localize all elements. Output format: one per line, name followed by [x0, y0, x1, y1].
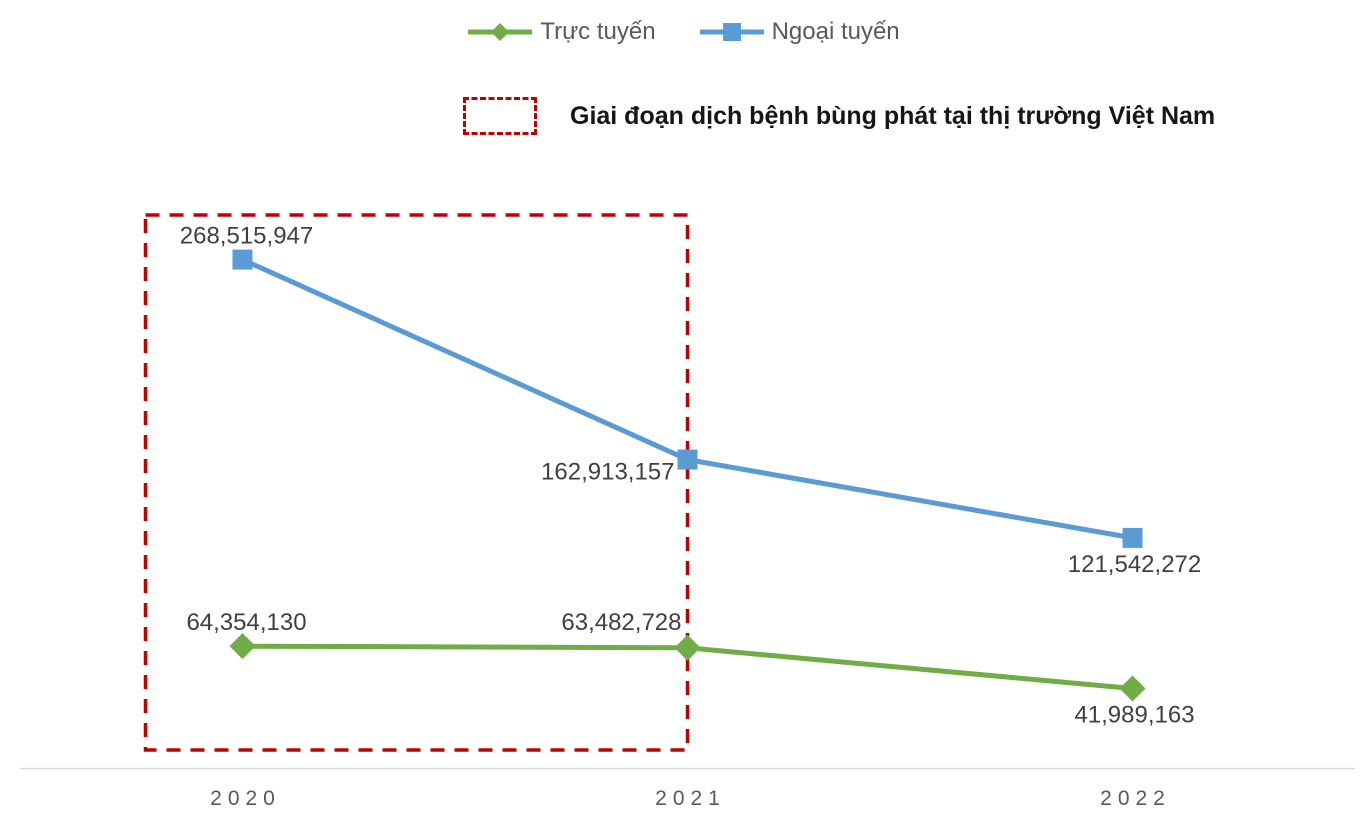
data-label: 64,354,130: [186, 609, 306, 636]
data-point-marker-diamond: [1119, 675, 1146, 702]
data-label: 121,542,272: [1068, 551, 1201, 578]
legend-item-truc-tuyen[interactable]: Trực tuyến: [468, 18, 656, 45]
chart-legend: Trực tuyến Ngoại tuyến: [0, 14, 1368, 50]
data-label: 63,482,728: [561, 609, 681, 636]
data-point-marker-diamond: [674, 634, 701, 661]
green-line-diamond-icon: [468, 23, 533, 41]
covid-period-annotation-box: [143, 213, 690, 752]
x-tick-label: 2021: [655, 787, 726, 810]
data-label: 268,515,947: [180, 223, 313, 250]
annotation-label: Giai đoạn dịch bệnh bùng phát tại thị tr…: [570, 102, 1216, 130]
dashed-rectangle-icon: [463, 97, 537, 135]
data-point-marker-diamond: [229, 633, 256, 660]
data-point-marker-square: [677, 449, 698, 470]
annotation-legend: Giai đoạn dịch bệnh bùng phát tại thị tr…: [463, 97, 1215, 135]
x-tick-label: 2020: [210, 787, 281, 810]
legend-label-truc-tuyen: Trực tuyến: [540, 18, 656, 45]
data-label: 162,913,157: [541, 459, 674, 486]
legend-label-ngoai-tuyen: Ngoại tuyến: [771, 18, 900, 45]
data-point-marker-square: [1122, 527, 1143, 548]
data-label: 41,989,163: [1074, 702, 1194, 729]
blue-line-square-icon: [699, 23, 764, 41]
legend-item-ngoai-tuyen[interactable]: Ngoại tuyến: [699, 18, 900, 45]
data-point-marker-square: [232, 249, 253, 270]
x-tick-label: 2022: [1100, 787, 1171, 810]
